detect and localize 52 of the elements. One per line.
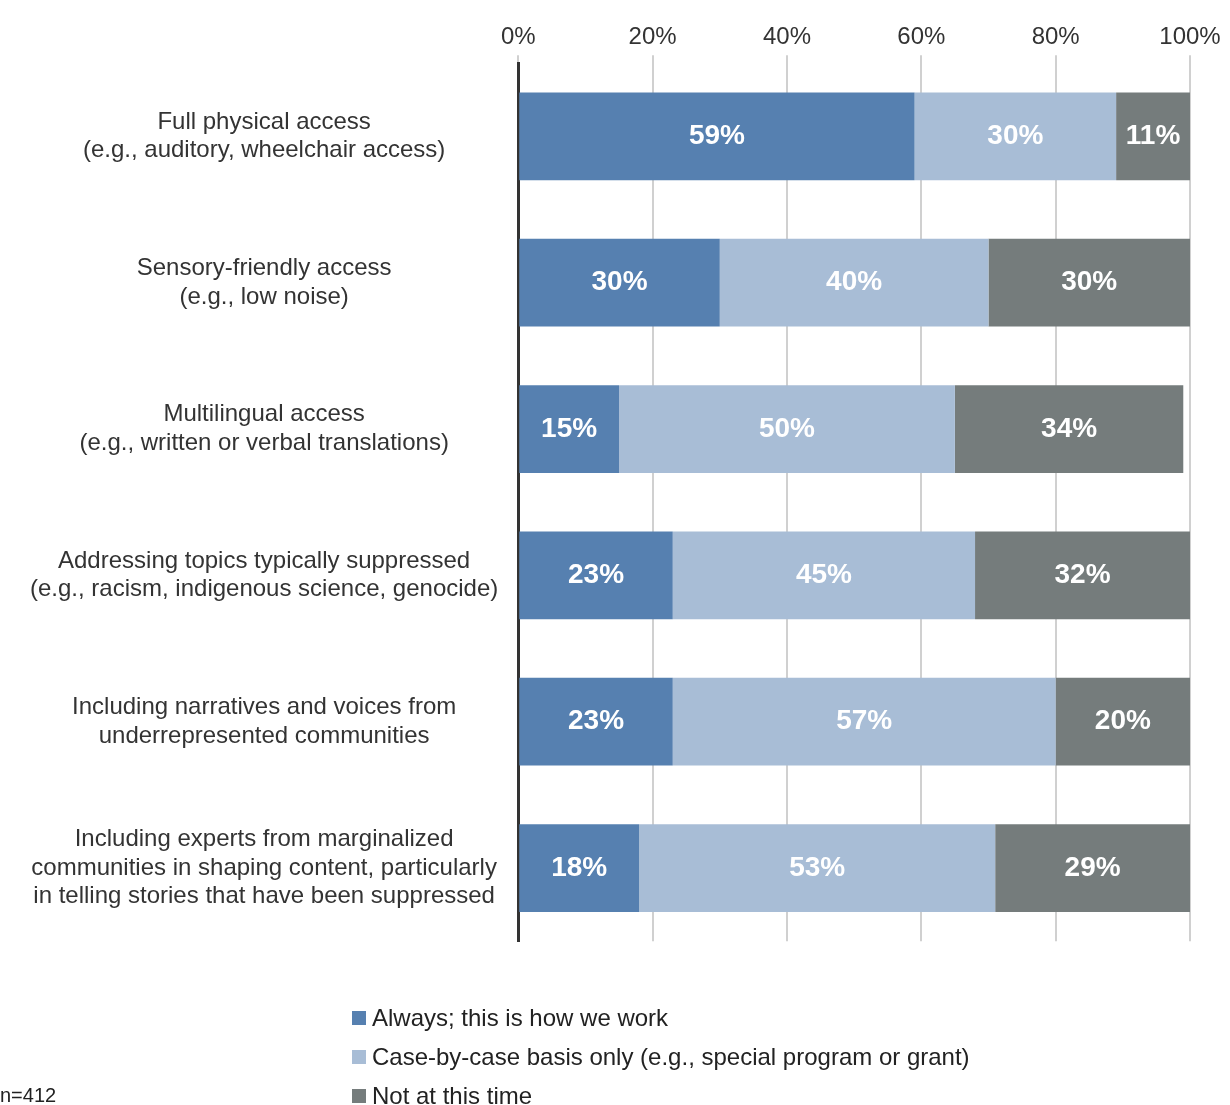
x-tick-label: 60% xyxy=(897,22,946,50)
data-label: 40% xyxy=(826,265,883,297)
bar xyxy=(519,677,673,766)
y-tick-label: Including experts from marginalized communities in shaping content, particularly in telling stories that have been suppressed xyxy=(31,823,497,909)
bar xyxy=(914,92,1117,181)
data-label: 32% xyxy=(1054,558,1111,590)
data-label: 57% xyxy=(836,704,893,736)
bar xyxy=(519,385,620,473)
x-tick-label: 80% xyxy=(1031,22,1080,50)
y-tick-label: Full physical access (e.g., auditory, wheelchair access) xyxy=(82,106,446,163)
data-label: 29% xyxy=(1064,850,1121,882)
bar xyxy=(519,92,915,181)
bar xyxy=(995,824,1190,912)
bar xyxy=(954,385,1184,473)
x-tick-label: 20% xyxy=(628,22,677,50)
data-label: 20% xyxy=(1094,704,1151,736)
y-tick-label: Including narratives and voices from underrepresented communities xyxy=(72,691,457,748)
bar xyxy=(519,238,720,327)
data-label: 23% xyxy=(567,558,625,590)
bar xyxy=(1055,677,1190,766)
bar xyxy=(1116,92,1190,181)
data-label: 34% xyxy=(1041,411,1098,443)
data-label: 53% xyxy=(789,850,846,882)
bar xyxy=(672,677,1056,766)
y-tick-label: Multilingual access (e.g., written or verbal translations) xyxy=(79,399,449,456)
data-label: 30% xyxy=(987,119,1044,151)
data-label: 50% xyxy=(758,411,816,443)
data-label: 18% xyxy=(551,850,608,882)
bar xyxy=(519,531,673,620)
legend-label: Case-by-case basis only (e.g., special program or grant) xyxy=(372,1042,970,1071)
y-tick-label: Sensory-friendly access (e.g., low noise) xyxy=(136,252,392,309)
data-label: 59% xyxy=(688,119,746,151)
x-tick-label: 0% xyxy=(500,22,536,50)
text: n=412 xyxy=(0,1084,57,1105)
bar xyxy=(619,385,955,473)
legend-label: Always; this is how we work xyxy=(372,1003,669,1032)
bar xyxy=(519,824,640,912)
data-label: 23% xyxy=(567,704,625,736)
legend-label: Not at this time xyxy=(372,1081,533,1105)
x-tick-label: 100% xyxy=(1159,22,1221,50)
data-label: 45% xyxy=(795,558,853,590)
y-tick-label: Addressing topics typically suppressed (e.g., racism, indigenous science, genocide) xyxy=(30,545,499,602)
data-label: 15% xyxy=(541,411,598,443)
bar xyxy=(719,238,989,327)
data-label: 11% xyxy=(1125,119,1181,151)
bar xyxy=(975,531,1190,620)
bar xyxy=(988,238,1190,327)
data-label: 30% xyxy=(591,265,648,297)
x-tick-label: 40% xyxy=(762,22,811,50)
bar xyxy=(672,531,976,620)
data-label: 30% xyxy=(1061,265,1118,297)
bar xyxy=(639,824,996,912)
